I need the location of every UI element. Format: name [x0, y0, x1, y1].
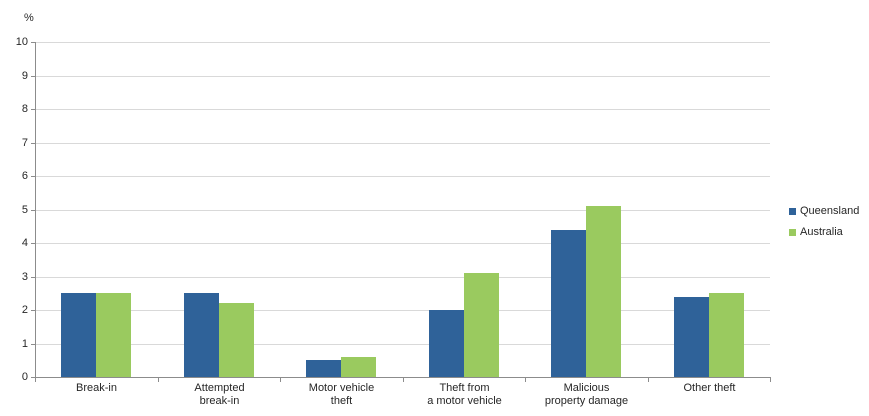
- legend-label: Australia: [800, 226, 843, 238]
- bar-queensland-theft-from-a-motor-vehicle: [429, 310, 464, 377]
- y-axis-tick-label: 1: [21, 338, 28, 350]
- x-axis-tick: [158, 378, 159, 382]
- x-axis-category-label-malicious-property-damage: Malicious property damage: [544, 382, 629, 407]
- y-axis-line: [35, 42, 36, 378]
- x-axis-tick: [280, 378, 281, 382]
- legend-item-australia: Australia: [789, 226, 859, 238]
- gridline: [36, 42, 770, 43]
- y-axis-tick-label: 6: [21, 170, 28, 182]
- gridline: [36, 109, 770, 110]
- x-axis-category-label-attempted-break-in: Attempted break-in: [194, 382, 245, 407]
- gridline: [36, 243, 770, 244]
- y-axis-tick-label: 0: [21, 371, 28, 383]
- y-axis-tick-label: 4: [21, 237, 28, 249]
- y-axis-tick: [31, 143, 35, 144]
- y-axis-tick: [31, 210, 35, 211]
- legend: Queensland Australia: [789, 205, 859, 247]
- bar-australia-motor-vehicle-theft: [341, 357, 376, 377]
- bar-australia-break-in: [96, 293, 131, 377]
- legend-swatch-queensland: [789, 207, 796, 215]
- y-axis-tick: [31, 344, 35, 345]
- bar-australia-malicious-property-damage: [586, 206, 621, 377]
- gridline: [36, 176, 770, 177]
- gridline: [36, 310, 770, 311]
- y-axis-tick: [31, 176, 35, 177]
- gridline: [36, 277, 770, 278]
- y-axis-tick-label: 9: [21, 70, 28, 82]
- y-axis-tick-label: 2: [21, 304, 28, 316]
- gridline: [36, 210, 770, 211]
- x-axis-category-label-theft-from-a-motor-vehicle: Theft from a motor vehicle: [427, 382, 502, 407]
- y-axis-tick: [31, 243, 35, 244]
- bar-australia-attempted-break-in: [219, 303, 254, 377]
- gridline: [36, 76, 770, 77]
- bar-australia-other-theft: [709, 293, 744, 377]
- y-axis-tick-label: 3: [21, 271, 28, 283]
- y-axis-tick: [31, 310, 35, 311]
- x-axis-category-label-motor-vehicle-theft: Motor vehicle theft: [308, 382, 375, 407]
- legend-item-queensland: Queensland: [789, 205, 859, 217]
- x-axis-tick: [525, 378, 526, 382]
- bar-queensland-motor-vehicle-theft: [306, 360, 341, 377]
- x-axis-category-label-break-in: Break-in: [76, 382, 117, 394]
- y-axis-tick: [31, 377, 35, 378]
- bar-australia-theft-from-a-motor-vehicle: [464, 273, 499, 377]
- x-axis-category-label-other-theft: Other theft: [683, 382, 736, 394]
- x-axis-tick: [648, 378, 649, 382]
- x-axis-tick: [403, 378, 404, 382]
- bar-queensland-break-in: [61, 293, 96, 377]
- y-axis-tick-label: 8: [21, 103, 28, 115]
- y-axis-unit-label: %: [24, 12, 34, 24]
- x-axis-tick: [770, 378, 771, 382]
- y-axis-tick-label: 10: [15, 36, 28, 48]
- bar-queensland-malicious-property-damage: [551, 230, 586, 377]
- y-axis-tick-label: 7: [21, 137, 28, 149]
- y-axis-tick: [31, 76, 35, 77]
- bar-queensland-attempted-break-in: [184, 293, 219, 377]
- y-axis-tick-label: 5: [21, 204, 28, 216]
- gridline: [36, 344, 770, 345]
- legend-swatch-australia: [789, 228, 796, 236]
- legend-label: Queensland: [800, 205, 860, 217]
- y-axis-tick: [31, 277, 35, 278]
- x-axis-line: [35, 377, 771, 378]
- bar-queensland-other-theft: [674, 297, 709, 377]
- x-axis-tick: [35, 378, 36, 382]
- y-axis-tick: [31, 109, 35, 110]
- gridline: [36, 143, 770, 144]
- y-axis-tick: [31, 42, 35, 43]
